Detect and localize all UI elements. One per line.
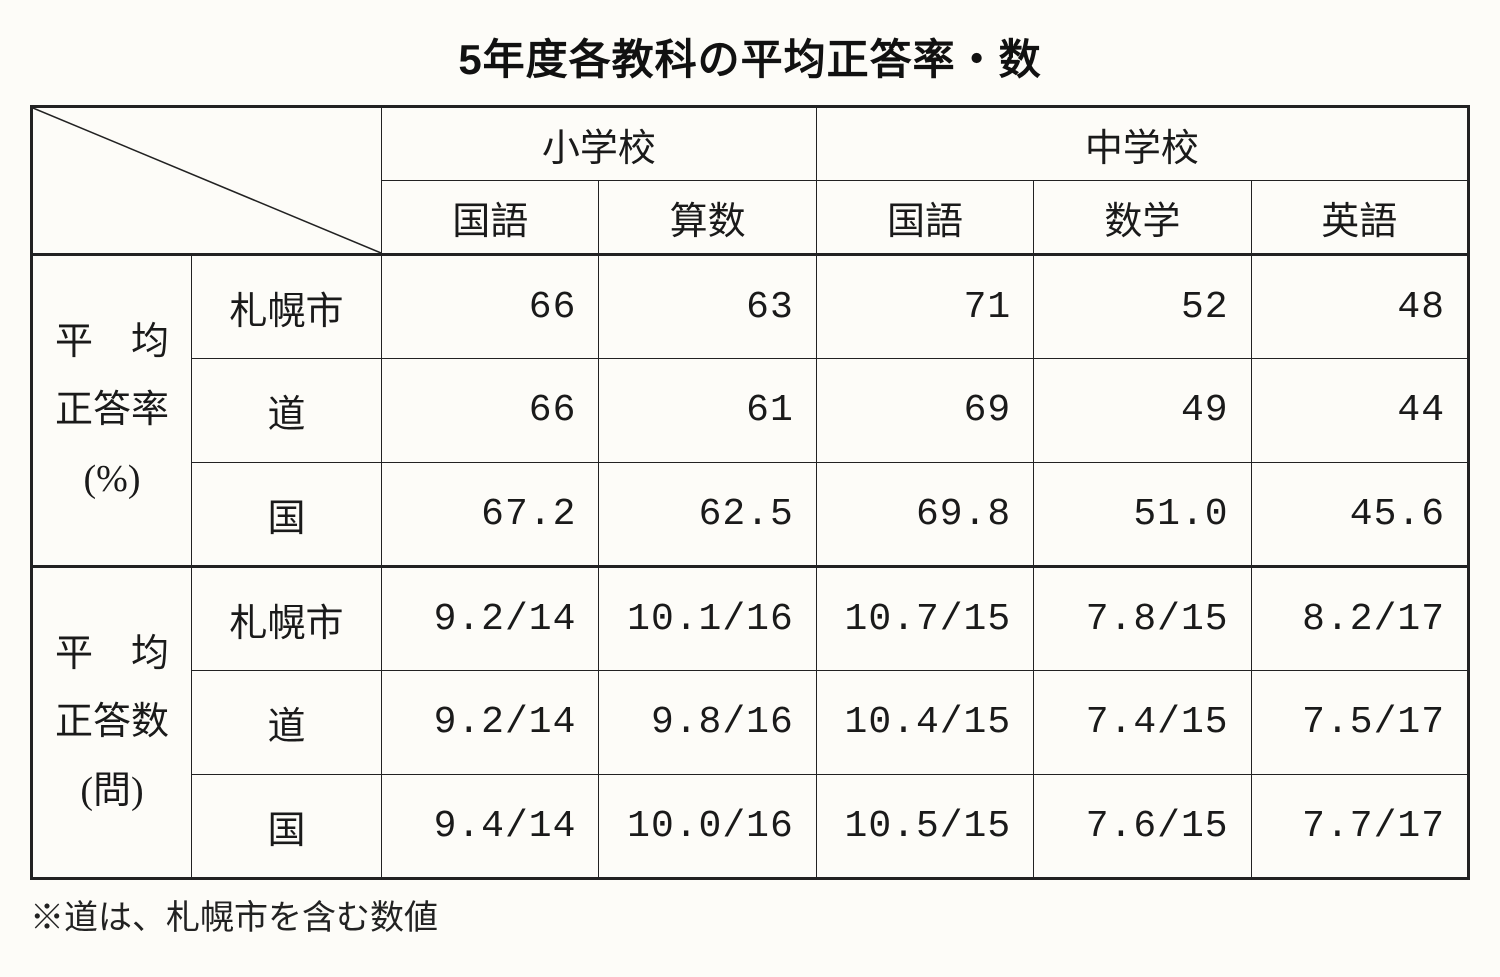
count-sapporo-3: 7.8/15	[1034, 567, 1251, 671]
rate-do-2: 69	[816, 359, 1033, 463]
count-do-2: 10.4/15	[816, 671, 1033, 775]
corner-cell	[32, 107, 382, 255]
count-do-0: 9.2/14	[382, 671, 599, 775]
rowgroup-count-line1: 平 均	[55, 633, 169, 675]
rate-sapporo-0: 66	[382, 255, 599, 359]
score-table: 小学校 中学校 国語 算数 国語 数学 英語 平 均 正答率 (%) 札幌市 6…	[30, 105, 1470, 880]
col-elem-kokugo: 国語	[382, 181, 599, 255]
table-title: 5年度各教科の平均正答率・数	[30, 26, 1470, 87]
rate-kuni-2: 69.8	[816, 463, 1033, 567]
rate-do-0: 66	[382, 359, 599, 463]
rate-sapporo-4: 48	[1251, 255, 1468, 359]
count-kuni-3: 7.6/15	[1034, 775, 1251, 879]
count-region-do: 道	[192, 671, 382, 775]
col-elem-sansu: 算数	[599, 181, 816, 255]
rate-kuni-4: 45.6	[1251, 463, 1468, 567]
rowgroup-rate-line3: (%)	[84, 458, 141, 500]
rowgroup-rate-line1: 平 均	[55, 321, 169, 363]
rate-sapporo-3: 52	[1034, 255, 1251, 359]
rowgroup-rate: 平 均 正答率 (%)	[32, 255, 192, 567]
rate-kuni-0: 67.2	[382, 463, 599, 567]
count-do-4: 7.5/17	[1251, 671, 1468, 775]
col-group-elementary: 小学校	[382, 107, 817, 181]
rate-do-3: 49	[1034, 359, 1251, 463]
col-jr-eigo: 英語	[1251, 181, 1468, 255]
count-region-kuni: 国	[192, 775, 382, 879]
count-region-sapporo: 札幌市	[192, 567, 382, 671]
count-sapporo-4: 8.2/17	[1251, 567, 1468, 671]
count-do-3: 7.4/15	[1034, 671, 1251, 775]
col-jr-sugaku: 数学	[1034, 181, 1251, 255]
rate-region-do: 道	[192, 359, 382, 463]
count-sapporo-2: 10.7/15	[816, 567, 1033, 671]
rate-kuni-3: 51.0	[1034, 463, 1251, 567]
count-sapporo-0: 9.2/14	[382, 567, 599, 671]
col-group-junior: 中学校	[816, 107, 1468, 181]
rate-kuni-1: 62.5	[599, 463, 816, 567]
rate-do-4: 44	[1251, 359, 1468, 463]
col-jr-kokugo: 国語	[816, 181, 1033, 255]
rowgroup-count-line2: 正答数	[55, 701, 169, 743]
rate-do-1: 61	[599, 359, 816, 463]
count-do-1: 9.8/16	[599, 671, 816, 775]
rowgroup-rate-line2: 正答率	[55, 389, 169, 431]
count-kuni-1: 10.0/16	[599, 775, 816, 879]
rate-region-kuni: 国	[192, 463, 382, 567]
rowgroup-count-line3: (問)	[80, 770, 143, 812]
rate-sapporo-2: 71	[816, 255, 1033, 359]
rate-sapporo-1: 63	[599, 255, 816, 359]
count-kuni-2: 10.5/15	[816, 775, 1033, 879]
footnote: ※道は、札幌市を含む数値	[30, 890, 1470, 939]
rowgroup-count: 平 均 正答数 (問)	[32, 567, 192, 879]
rate-region-sapporo: 札幌市	[192, 255, 382, 359]
count-kuni-4: 7.7/17	[1251, 775, 1468, 879]
count-kuni-0: 9.4/14	[382, 775, 599, 879]
count-sapporo-1: 10.1/16	[599, 567, 816, 671]
